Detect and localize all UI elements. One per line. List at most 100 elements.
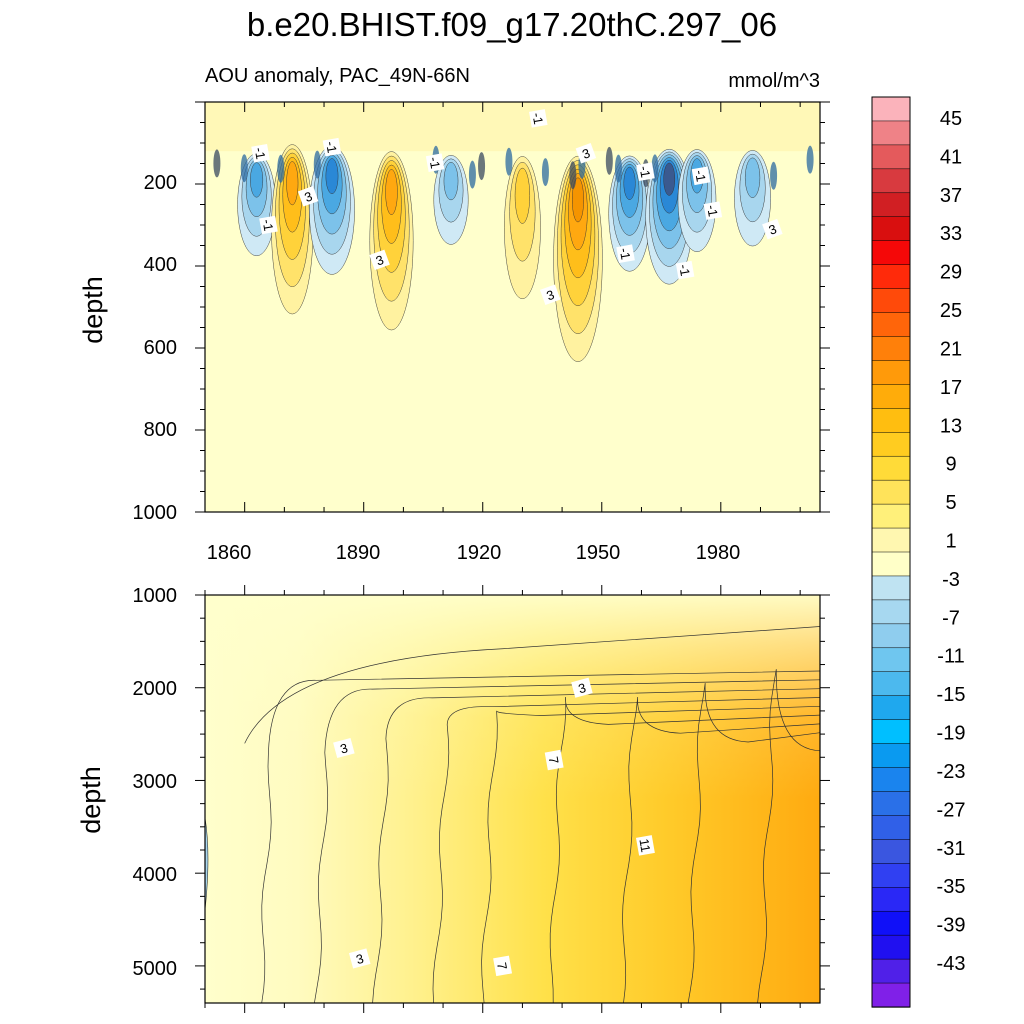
contour-label-text: -1 [426,156,443,170]
colorbar-label: -23 [937,761,966,783]
contour-label: 7 [493,955,513,977]
contour-label-text: -1 [617,247,634,261]
contour-label-text: 7 [494,961,510,971]
colorbar-swatch [871,719,911,745]
colorbar-swatch [871,144,911,170]
colorbar-swatch [871,455,911,481]
colorbar-swatch [871,216,911,242]
surface-shading [205,595,820,1003]
contour-line [621,696,820,1003]
colorbar-labels: 45 41 37 33 29 25 21 17 13 9 5 1 -3 -7 -11 -15 -19 -23 -27… [937,108,966,975]
units-label: mmol/m^3 [728,70,820,92]
lower-contours: 3 3 3 7 7 11 [205,595,820,1003]
colorbar-swatch [871,503,911,529]
contour-label: 3 [762,218,783,240]
lower-panel: 3 3 3 7 7 11 1000 2000 3000 4000 5000 depth [76,585,830,1013]
contour-label-bg [539,284,561,305]
colorbar-swatch [871,791,911,817]
contour-blob [663,162,676,196]
colorbar-label: 25 [940,300,962,322]
contour-label-text: 3 [339,740,350,756]
contour-core [468,160,476,189]
contour-core [770,161,778,190]
colorbar-label: 17 [940,377,962,399]
contour-label-bg [529,109,548,128]
contour-label: -1 [251,143,270,163]
colorbar-swatch [871,336,911,362]
contour-label-text: 11 [636,838,653,854]
y-tick-1000b: 1000 [133,585,178,607]
lower-ticks [195,585,830,1013]
contour-label: -1 [425,153,445,172]
colorbar-swatch [871,743,911,769]
colorbar-swatch [871,192,911,218]
contour-label-text: 3 [544,287,556,304]
contour-label-bg [703,201,723,220]
contour-core [313,150,321,179]
contour-blob [250,162,264,198]
contour-label-bg [493,955,513,977]
contour-label-bg [348,948,371,969]
colorbar-swatch [871,599,911,625]
colorbar-swatch [871,623,911,649]
contour-core [213,149,221,178]
colorbar-swatch [871,168,911,194]
colorbar-label: 45 [940,108,962,130]
colorbar-swatch [871,839,911,864]
contour-label-bg [251,143,270,163]
contour-label: -1 [322,137,342,157]
contour-label-bg [297,186,319,207]
colorbar-label: -11 [937,646,964,668]
contour-label: 3 [333,737,355,759]
colorbar-swatch [871,887,911,912]
contour-blob [443,162,459,201]
colorbar-swatch [871,312,911,338]
colorbar-label: 33 [940,223,962,245]
y-tick-4000: 4000 [133,864,178,886]
colorbar-label: -39 [937,915,966,937]
contour-label-text: -1 [637,165,654,179]
contour-label-bg [259,215,278,235]
colorbar-swatch [871,647,911,673]
y-tick-800: 800 [144,419,177,441]
contour-label-bg [322,137,342,157]
colorbar [871,96,911,1008]
colorbar-label: -31 [937,838,966,860]
contour-blob [286,161,299,206]
colorbar-swatch [871,288,911,314]
contour-line [314,679,820,1003]
y-tick-200: 200 [144,172,177,194]
contour-line [260,670,820,1003]
contour-label: -1 [259,215,278,235]
contour-label-bg [544,749,564,771]
colorbar-swatch [871,240,911,266]
contour-label-bg [333,737,355,759]
x-tick-1920: 1920 [457,542,502,564]
colorbar-swatch [871,479,911,505]
contour-label: -1 [529,109,548,128]
contour-label-bg [571,677,593,698]
colorbar-label: 37 [940,185,962,207]
contour-core [277,154,285,183]
colorbar-swatch [871,120,911,146]
contour-label: 3 [348,948,371,969]
contour-core [614,154,622,183]
contour-label-text: -1 [676,263,693,277]
colorbar-label: -27 [937,799,966,821]
colorbar-label: -15 [937,684,966,706]
colorbar-swatch [871,527,911,553]
contour-core [478,152,486,181]
contour-label-text: -1 [692,169,709,183]
contour-line [549,696,820,1003]
contour-label: 11 [635,835,655,856]
colorbar-label: 13 [940,415,962,437]
contour-label-text: -1 [323,140,340,154]
colorbar-label: 41 [940,146,962,168]
contour-label-bg [691,166,711,186]
contour-label: 7 [544,749,564,771]
colorbar-swatch [871,767,911,793]
colorbar-swatch [871,671,911,697]
contour-line [372,688,820,1003]
contour-core [541,158,549,187]
